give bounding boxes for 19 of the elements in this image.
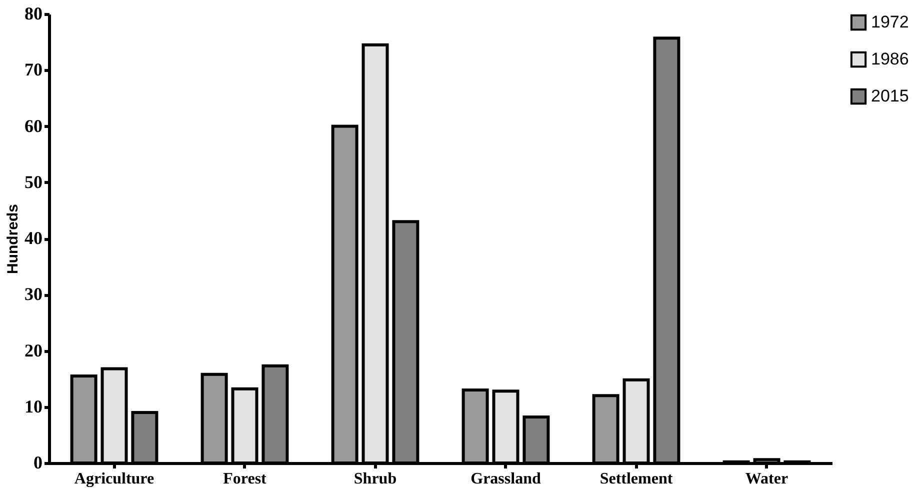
x-tick-label: Grassland (470, 470, 541, 488)
y-tick-label: 40 (24, 228, 42, 248)
x-tick-label: Agriculture (74, 470, 154, 488)
y-tick-label: 20 (24, 340, 42, 360)
y-tick-label: 30 (24, 284, 42, 304)
y-tick-label: 10 (24, 396, 42, 416)
y-tick-label: 70 (24, 60, 42, 80)
y-tick-label: 80 (24, 4, 42, 24)
y-tick-label: 0 (34, 452, 42, 472)
y-tick-label: 60 (24, 116, 42, 136)
x-tick-label: Water (745, 470, 788, 488)
x-tick-label: Shrub (354, 470, 397, 488)
x-tick-label: Forest (223, 470, 268, 488)
legend-label: 2015 (871, 86, 909, 106)
y-tick-label: 50 (24, 172, 42, 192)
x-tick-label: Settlement (600, 470, 674, 488)
legend-label: 1986 (871, 50, 909, 68)
legend-label: 1972 (871, 12, 909, 32)
y-axis-title: Hundreds (4, 204, 22, 274)
